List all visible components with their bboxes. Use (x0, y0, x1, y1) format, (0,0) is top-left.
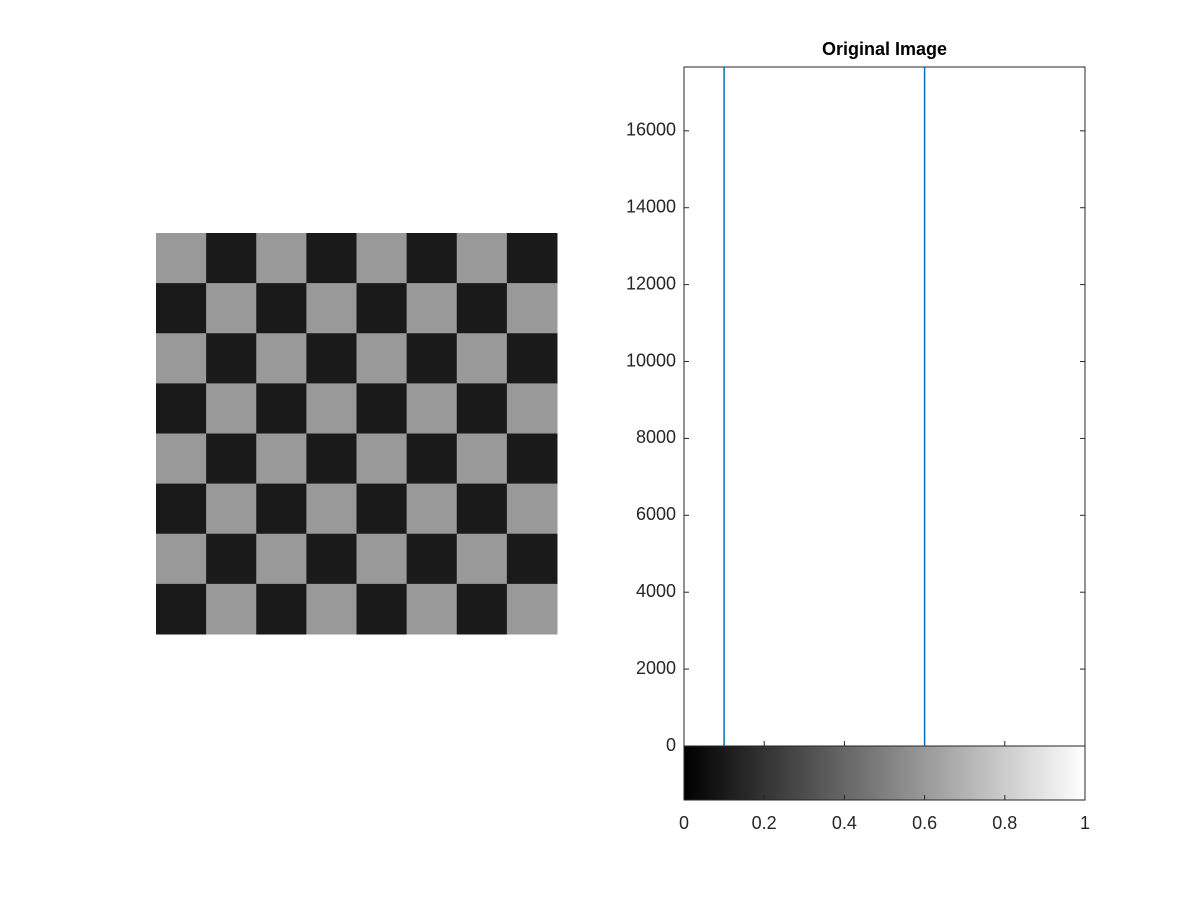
pixel-block (506, 483, 558, 535)
pixel-block (306, 233, 357, 284)
pixel-block (206, 533, 257, 585)
x-tick-label: 0.2 (752, 813, 777, 833)
pixel-block (256, 433, 307, 485)
pixel-block (506, 383, 558, 434)
pixel-block (506, 433, 558, 485)
pixel-block (306, 533, 357, 585)
pixel-block (306, 483, 357, 535)
pixel-block (356, 333, 408, 384)
pixel-block (306, 583, 357, 635)
y-tick-label: 12000 (626, 273, 676, 293)
pixel-block (306, 433, 357, 485)
pixel-block (156, 483, 207, 535)
pixel-block (456, 233, 508, 284)
pixel-block (156, 583, 207, 635)
pixel-block (406, 533, 458, 585)
pixel-block (156, 433, 207, 485)
x-tick-label: 0.4 (832, 813, 857, 833)
pixel-block (206, 233, 257, 284)
pixel-block (406, 233, 458, 284)
pixel-block (406, 383, 458, 434)
pixel-block (256, 233, 307, 284)
pixel-block (506, 233, 558, 284)
pixel-block (456, 383, 508, 434)
x-tick-label: 0.8 (992, 813, 1017, 833)
pixel-block (406, 583, 458, 635)
pixel-block (506, 583, 558, 635)
y-tick-label: 4000 (636, 581, 676, 601)
pixel-block (256, 583, 307, 635)
pixel-block (406, 483, 458, 535)
pixel-block (206, 383, 257, 434)
y-tick-label: 8000 (636, 427, 676, 447)
y-tick-label: 0 (666, 735, 676, 755)
y-tick-label: 16000 (626, 120, 676, 140)
pixel-block (456, 283, 508, 334)
pixel-block (306, 333, 357, 384)
y-tick-label: 2000 (636, 658, 676, 678)
pixel-block (156, 533, 207, 585)
pixel-block (156, 283, 207, 334)
pixel-block (456, 533, 508, 585)
pixel-block (306, 383, 357, 434)
pixel-block (206, 333, 257, 384)
pixel-block (456, 483, 508, 535)
axes-box (683, 66, 1086, 801)
pixel-block (506, 533, 558, 585)
pixel-block (206, 433, 257, 485)
chart-title: Original Image (822, 39, 947, 59)
pixel-block (356, 583, 408, 635)
pixel-block (506, 283, 558, 334)
pixel-block (156, 383, 207, 434)
pixel-block (256, 533, 307, 585)
y-tick-label: 14000 (626, 196, 676, 216)
pixel-block (356, 483, 408, 535)
colorbar (684, 746, 1085, 800)
pixel-block (356, 233, 408, 284)
pixel-block (256, 383, 307, 434)
x-tick-label: 0 (679, 813, 689, 833)
pixel-block (206, 583, 257, 635)
pixel-block (506, 333, 558, 384)
y-tick-label: 10000 (626, 350, 676, 370)
pixel-block (456, 583, 508, 635)
pixel-block (356, 433, 408, 485)
x-tick-label: 0.6 (912, 813, 937, 833)
pixel-block (456, 333, 508, 384)
pixel-block (356, 533, 408, 585)
pixel-block (306, 283, 357, 334)
pixel-block (356, 283, 408, 334)
pixel-block (406, 333, 458, 384)
pixel-block (156, 333, 207, 384)
pixel-block (256, 483, 307, 535)
pixel-block (156, 233, 207, 284)
pixel-block (256, 283, 307, 334)
pixel-block (406, 433, 458, 485)
pixel-block (456, 433, 508, 485)
pixel-block (206, 283, 257, 334)
x-tick-label: 1 (1080, 813, 1090, 833)
pixel-block (406, 283, 458, 334)
y-tick-label: 6000 (636, 504, 676, 524)
pixel-block (356, 383, 408, 434)
pixel-block (256, 333, 307, 384)
pixel-block (206, 483, 257, 535)
